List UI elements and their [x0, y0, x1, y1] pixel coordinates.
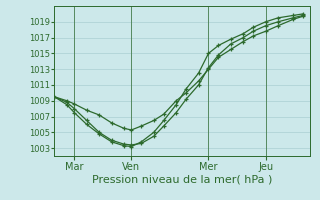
X-axis label: Pression niveau de la mer( hPa ): Pression niveau de la mer( hPa ) — [92, 174, 273, 184]
